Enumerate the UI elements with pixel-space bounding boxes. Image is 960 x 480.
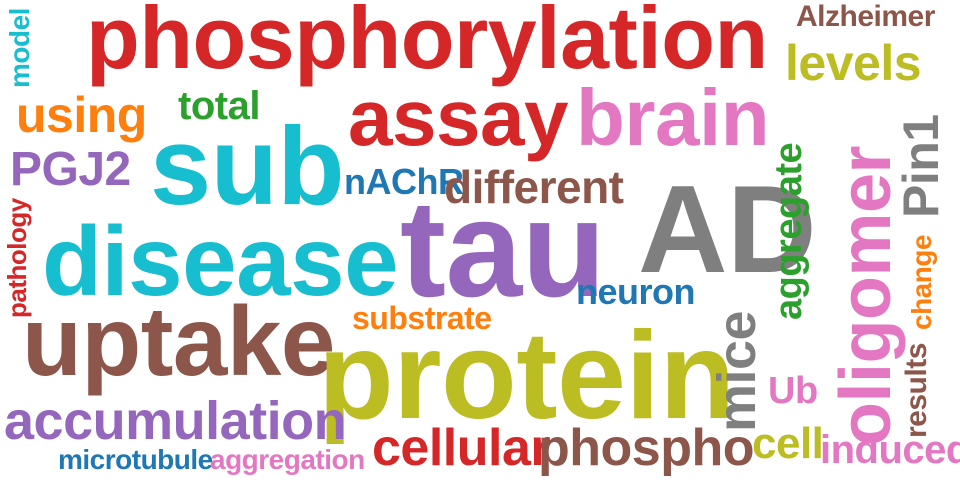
word-ub: Ub	[768, 370, 818, 412]
word-protein: protein	[318, 307, 735, 445]
word-induced: induced	[820, 428, 960, 472]
word-brain: brain	[576, 73, 770, 162]
word-phosphorylation: phosphorylation	[86, 0, 768, 87]
word-uptake: uptake	[22, 286, 335, 396]
word-cellular: cellular	[372, 419, 551, 477]
word-sub: sub	[150, 105, 345, 228]
word-neuron: neuron	[576, 271, 696, 312]
word-phospho: phospho	[538, 419, 755, 477]
word-accumulation: accumulation	[4, 391, 347, 451]
word-pin1: Pin1	[893, 114, 949, 218]
word-disease: disease	[42, 206, 399, 316]
word-mice: mice	[707, 310, 767, 432]
word-alzheimer: Alzheimer	[796, 0, 935, 33]
word-levels: levels	[785, 35, 922, 91]
word-model: model	[4, 8, 35, 88]
word-aggregation: aggregation	[210, 444, 365, 475]
word-results: results	[900, 343, 933, 438]
word-using: using	[16, 87, 147, 143]
word-assay: assay	[348, 73, 568, 162]
word-nachr: nAChR	[344, 161, 464, 202]
word-tau: tau	[400, 172, 606, 326]
word-total: total	[178, 84, 260, 128]
word-microtubule: microtubule	[58, 444, 213, 475]
word-substrate: substrate	[352, 300, 492, 336]
word-ad: AD	[638, 161, 817, 299]
word-different: different	[444, 161, 624, 213]
word-pgj2: PGJ2	[10, 143, 131, 196]
word-oligomer: oligomer	[826, 145, 906, 446]
word-aggregate: aggregate	[768, 142, 810, 320]
word-cell: cell	[752, 419, 824, 468]
word-pathology: pathology	[2, 198, 32, 318]
word-change: change	[906, 234, 937, 330]
